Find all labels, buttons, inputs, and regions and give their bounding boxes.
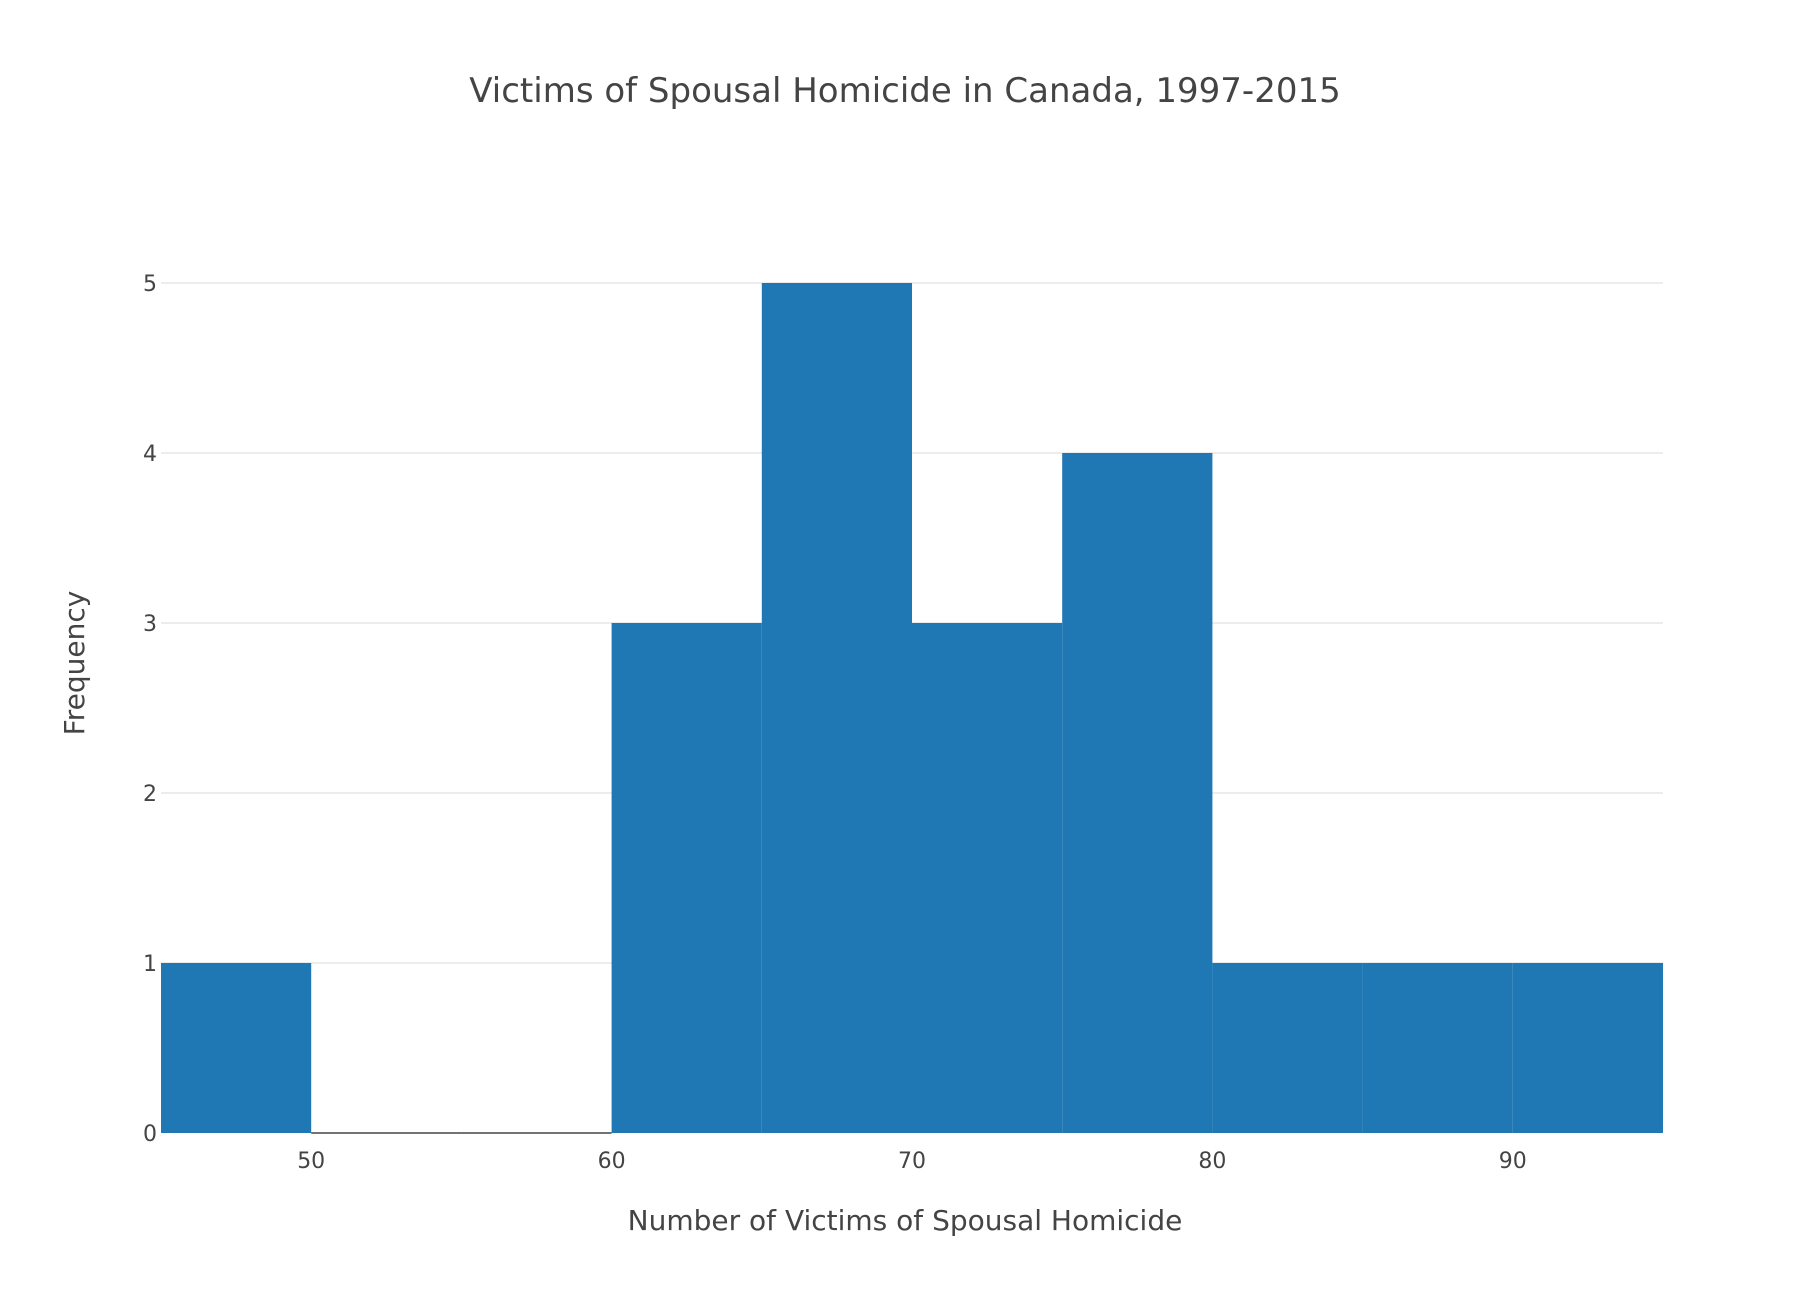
- histogram-bar-80-85: [1212, 963, 1363, 1133]
- y-tick-label-5: 5: [143, 272, 157, 297]
- histogram-bar-65-70: [761, 283, 912, 1133]
- histogram-bar-45-50: [161, 963, 312, 1133]
- y-tick-label-0: 0: [143, 1122, 157, 1147]
- chart-title: Victims of Spousal Homicide in Canada, 1…: [469, 71, 1340, 111]
- y-tick-label-1: 1: [143, 952, 157, 977]
- y-tick-label-4: 4: [143, 442, 157, 467]
- x-tick-labels: 50 60 70 80 90: [297, 1149, 1527, 1174]
- y-axis-title: Frequency: [58, 591, 91, 736]
- x-tick-label-80: 80: [1198, 1149, 1226, 1174]
- y-tick-label-3: 3: [143, 612, 157, 637]
- x-tick-label-60: 60: [598, 1149, 626, 1174]
- y-tick-label-2: 2: [143, 782, 157, 807]
- x-tick-label-50: 50: [297, 1149, 325, 1174]
- x-axis-title: Number of Victims of Spousal Homicide: [628, 1204, 1183, 1237]
- bars: [161, 283, 1663, 1134]
- x-tick-label-70: 70: [898, 1149, 926, 1174]
- histogram-bar-90-95: [1512, 963, 1663, 1133]
- x-tick-label-90: 90: [1499, 1149, 1527, 1174]
- histogram-bar-85-90: [1362, 963, 1513, 1133]
- histogram-bar-70-75: [912, 623, 1063, 1133]
- y-tick-labels: 0 1 2 3 4 5: [143, 272, 157, 1147]
- histogram-bar-75-80: [1062, 453, 1213, 1133]
- histogram-bar-60-65: [611, 623, 762, 1133]
